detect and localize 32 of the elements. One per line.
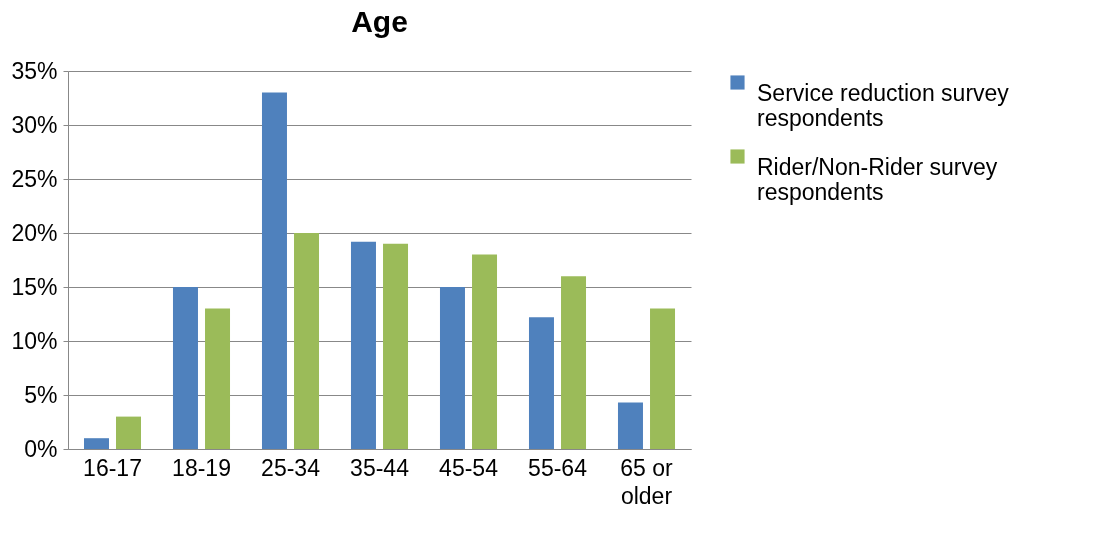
bar	[472, 254, 498, 449]
bar	[83, 438, 109, 449]
x-tick-label: 55-64	[528, 454, 588, 481]
x-tick-label: 35-44	[350, 454, 410, 481]
y-tick-label: 35%	[11, 57, 58, 84]
x-tick-label: 65 or older	[620, 454, 674, 509]
legend-label: Service reduction survey respondents	[757, 79, 1010, 131]
bar	[172, 287, 198, 449]
bar	[294, 233, 320, 449]
bar	[383, 243, 409, 449]
bar	[205, 308, 231, 449]
bar	[617, 402, 643, 449]
bar	[116, 416, 142, 449]
y-tick-label: 0%	[24, 435, 58, 462]
x-tick-label: 45-54	[439, 454, 499, 481]
y-tick-label: 25%	[11, 165, 58, 192]
y-tick-label: 30%	[11, 111, 58, 138]
chart-title: Age	[351, 5, 408, 38]
y-tick-label: 15%	[11, 273, 58, 300]
bar	[561, 276, 587, 449]
y-tick-label: 5%	[24, 381, 58, 408]
x-tick-label: 25-34	[261, 454, 321, 481]
bar	[439, 287, 465, 449]
bar	[261, 92, 287, 449]
legend-label: Rider/Non-Rider survey respondents	[757, 153, 998, 205]
bar	[650, 308, 676, 449]
x-tick-label: 16-17	[83, 454, 142, 481]
y-tick-label: 20%	[11, 219, 58, 246]
bar	[350, 241, 376, 449]
y-tick-label: 10%	[11, 327, 58, 354]
x-tick-label: 18-19	[172, 454, 231, 481]
bar	[528, 317, 554, 449]
